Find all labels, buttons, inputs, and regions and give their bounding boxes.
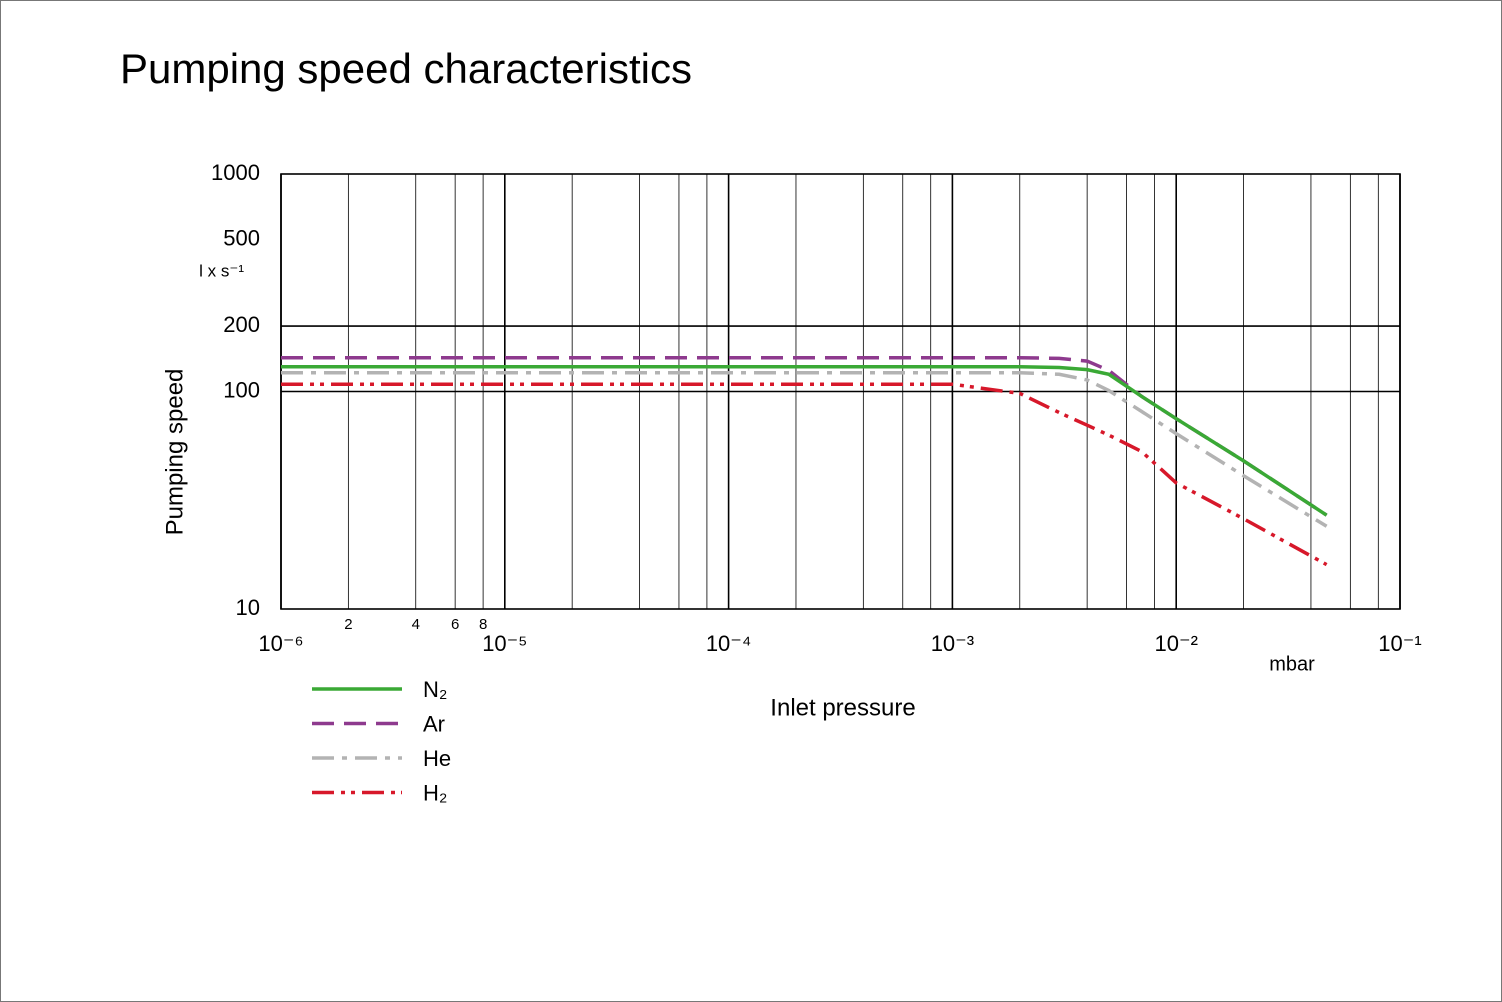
x-tick-label: 10⁻⁵ xyxy=(482,631,527,656)
y-tick-label: 200 xyxy=(223,312,260,337)
x-tick-label: 10⁻² xyxy=(1154,631,1197,656)
series-line xyxy=(281,364,1328,517)
y-unit: l x s⁻¹ xyxy=(199,261,244,280)
y-axis-label: Pumping speed xyxy=(161,369,188,536)
x-tick-label: 10⁻¹ xyxy=(1378,631,1421,656)
y-tick-label: 10 xyxy=(236,595,260,620)
series-line xyxy=(281,370,1328,528)
series-line xyxy=(281,355,1328,517)
x-tick-label: 10⁻⁴ xyxy=(706,631,752,656)
y-tick-label: 500 xyxy=(223,225,260,250)
x-axis-label: Inlet pressure xyxy=(770,694,915,721)
x-minor-tick-label: 4 xyxy=(412,616,420,633)
x-tick-label: 10⁻³ xyxy=(931,631,974,656)
y-tick-label: 100 xyxy=(223,377,260,402)
plot-frame xyxy=(280,173,1401,610)
x-minor-tick-label: 8 xyxy=(479,616,487,633)
legend-label: He xyxy=(423,746,451,771)
x-unit: mbar xyxy=(1269,653,1315,675)
series-line xyxy=(281,382,1328,567)
x-tick-label: 10⁻⁶ xyxy=(258,631,303,656)
x-minor-tick-label: 2 xyxy=(344,616,352,633)
x-minor-tick-label: 6 xyxy=(451,616,459,633)
y-tick-label: 1000 xyxy=(211,160,260,185)
chart-title: Pumping speed characteristics xyxy=(120,45,692,92)
legend-label: H₂ xyxy=(423,780,447,805)
legend-label: Ar xyxy=(423,711,445,736)
legend-label: N₂ xyxy=(423,677,447,702)
